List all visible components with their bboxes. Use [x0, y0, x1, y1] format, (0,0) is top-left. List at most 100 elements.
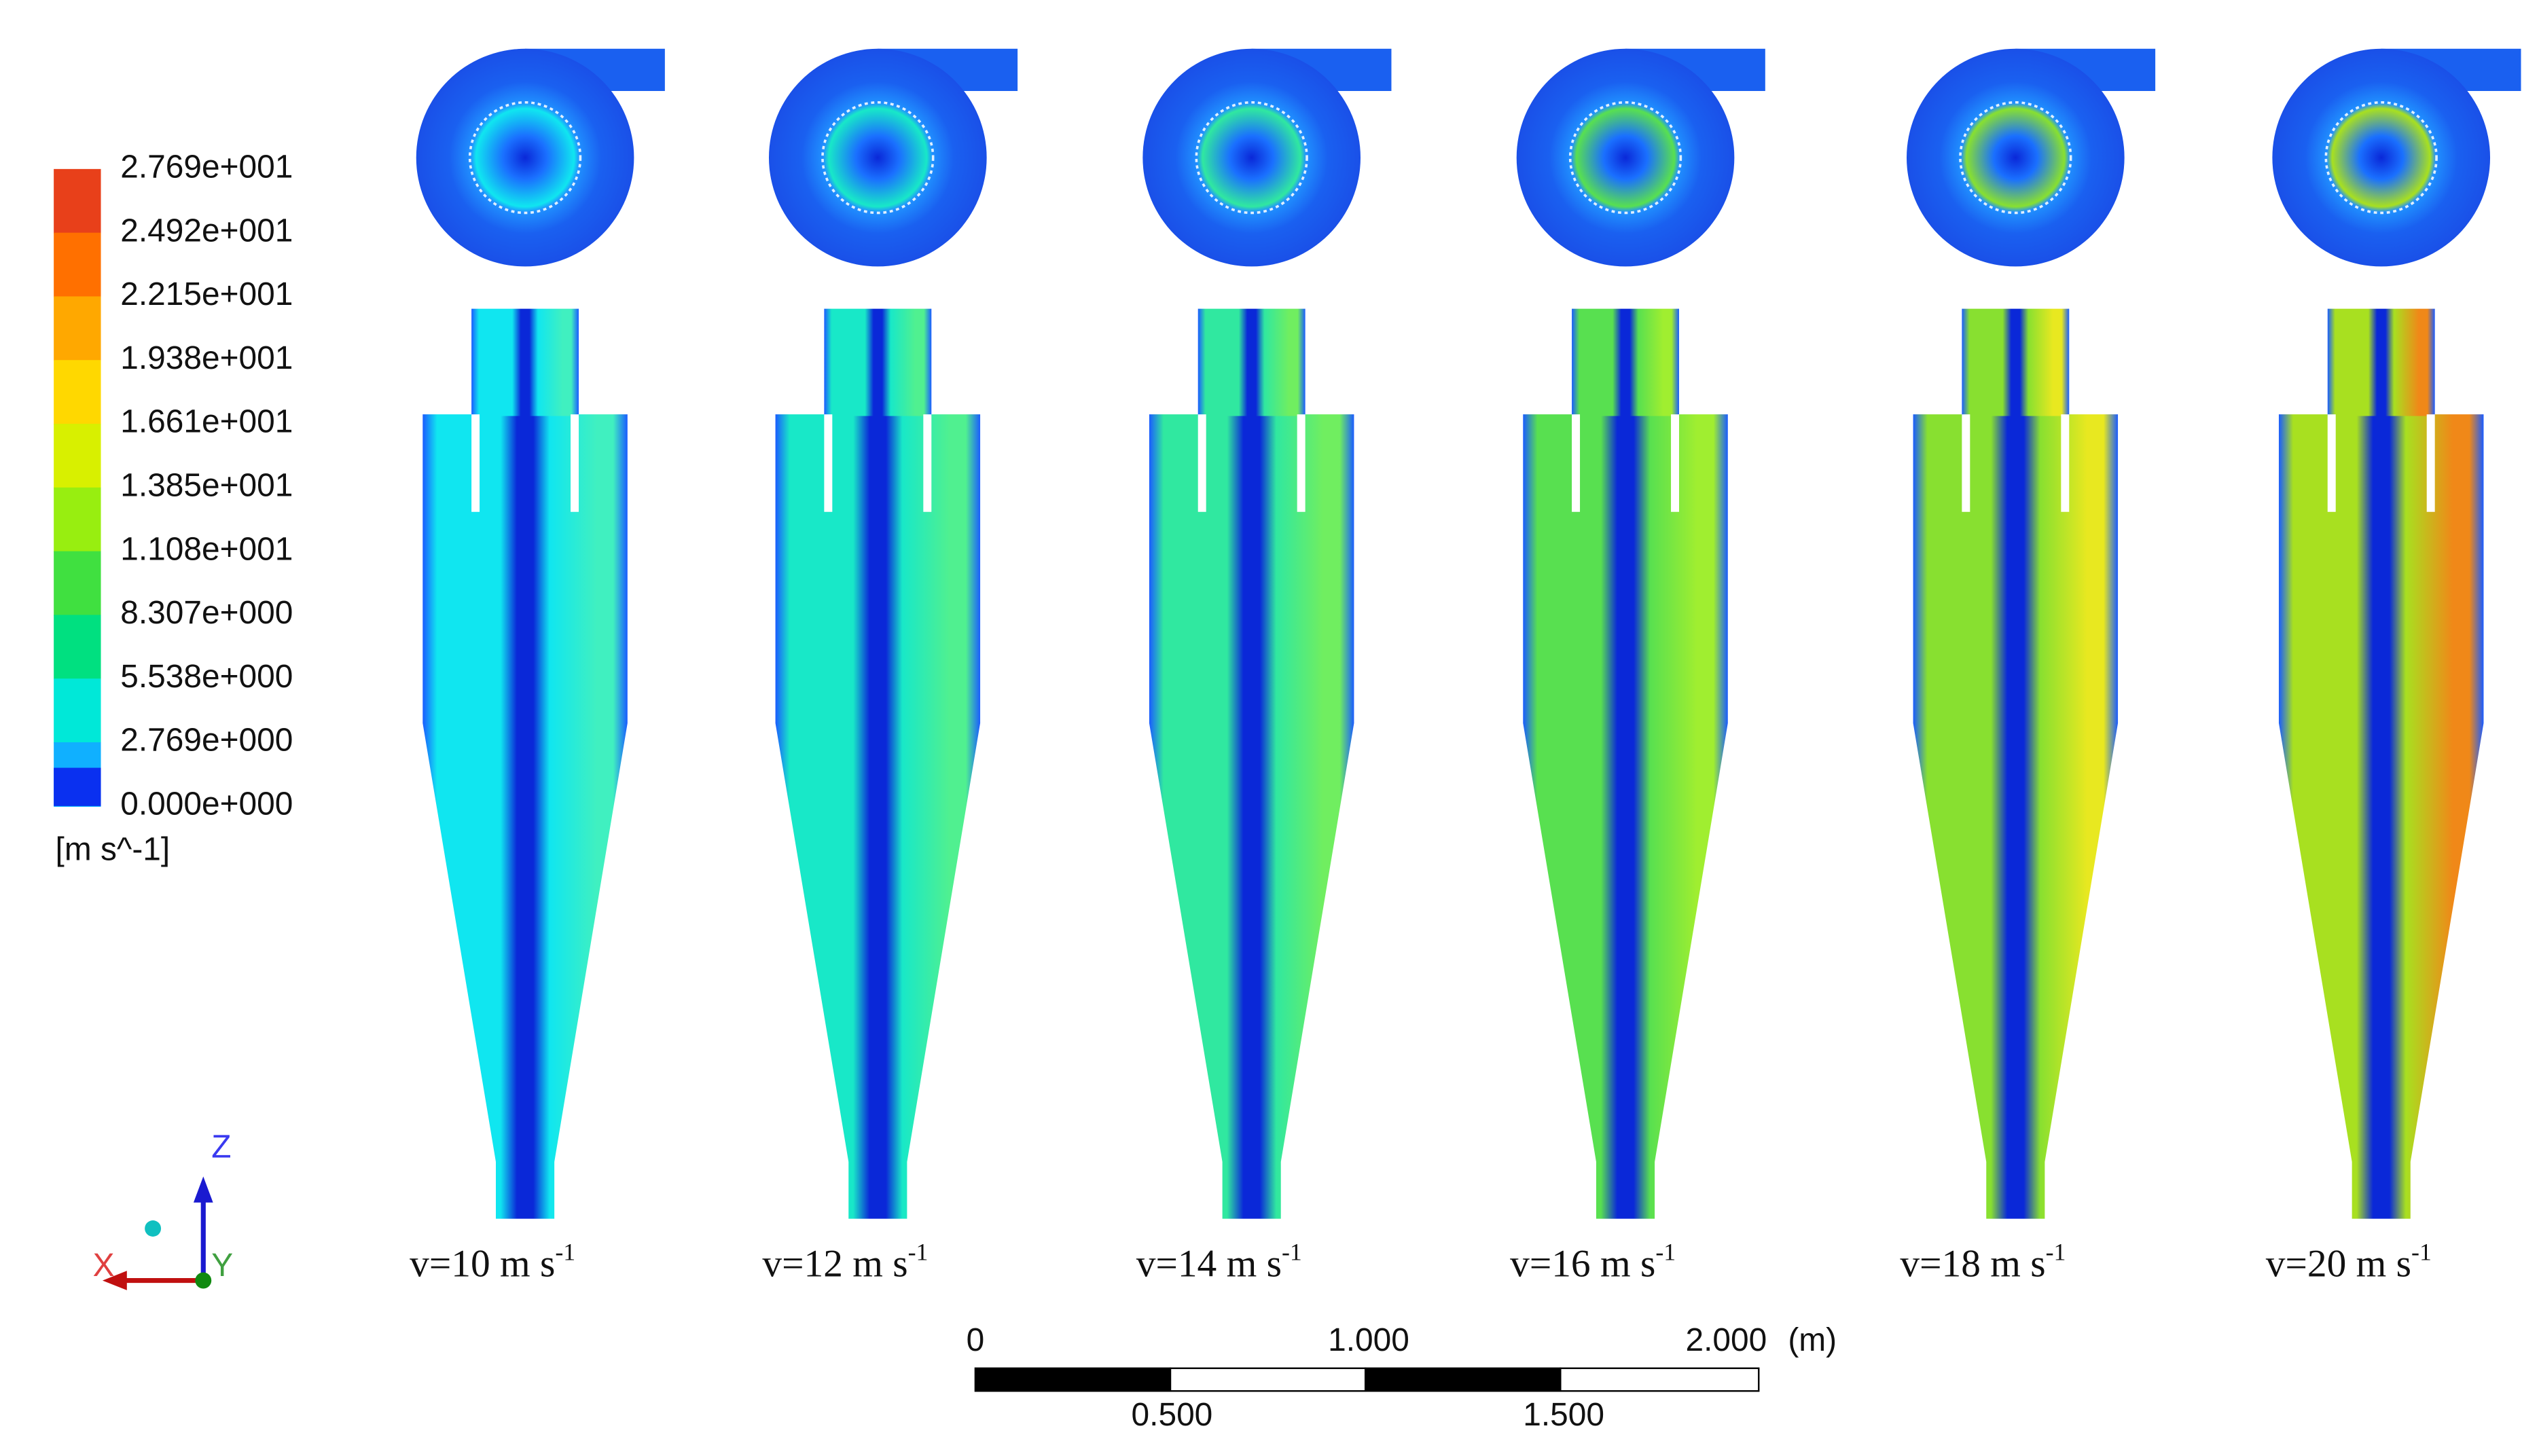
colorbar-band	[54, 232, 101, 297]
view-point	[145, 1220, 162, 1237]
case-label: v=12 m s-1	[762, 1239, 928, 1286]
vortex-finder-wall	[1959, 101, 2072, 215]
case-label-text: v=12 m s	[762, 1243, 907, 1286]
scale-label: 2.000	[1686, 1322, 1767, 1358]
outlet-tube	[471, 308, 579, 416]
case-label-sup: -1	[908, 1239, 929, 1266]
colorbar-label: 2.769e+001	[120, 149, 293, 185]
outlet-tube	[1198, 308, 1305, 416]
case-label-text: v=20 m s	[2266, 1243, 2411, 1286]
side-view	[775, 414, 981, 1219]
top-view	[1516, 48, 1735, 267]
colorbar-band	[54, 767, 101, 806]
vortex-finder-wall	[468, 101, 582, 215]
side-view	[422, 414, 628, 1219]
colorbar-label: 2.769e+000	[120, 723, 293, 759]
side-view	[1913, 414, 2119, 1219]
outlet-tube	[824, 308, 932, 416]
tube-wall	[2426, 414, 2435, 512]
scale-segment	[1560, 1367, 1760, 1392]
tube-wall	[571, 414, 579, 512]
tube-wall	[1572, 414, 1581, 512]
top-view	[416, 48, 634, 267]
side-view	[1149, 414, 1354, 1219]
scale-segment	[974, 1367, 1172, 1392]
colorbar-unit: [m s^-1]	[56, 831, 170, 867]
case-label: v=16 m s-1	[1510, 1239, 1676, 1286]
colorbar-label: 0.000e+000	[120, 786, 293, 822]
case-label: v=10 m s-1	[410, 1239, 575, 1286]
colorbar-label: 1.938e+001	[120, 340, 293, 376]
tube-wall	[471, 414, 480, 512]
colorbar-label: 5.538e+000	[120, 659, 293, 695]
cyclone: v=12 m s-1	[762, 48, 1018, 1286]
top-view	[769, 48, 987, 267]
case-label: v=20 m s-1	[2266, 1239, 2432, 1286]
case-label: v=18 m s-1	[1900, 1239, 2066, 1286]
tube-wall	[1962, 414, 1970, 512]
colorbar-band	[54, 487, 101, 552]
scale-label: 0.500	[1132, 1397, 1213, 1433]
tube-wall	[2327, 414, 2336, 512]
outlet-tube	[1572, 308, 1679, 416]
vortex-finder-wall	[821, 101, 935, 215]
tube-wall	[923, 414, 932, 512]
colorbar-label: 1.661e+001	[120, 404, 293, 440]
y-axis	[195, 1272, 212, 1289]
tube-wall	[1297, 414, 1305, 512]
scale-unit: (m)	[1788, 1322, 1837, 1358]
scale-segment	[1364, 1367, 1562, 1392]
tube-wall	[1198, 414, 1206, 512]
case-label-text: v=18 m s	[1900, 1243, 2045, 1286]
tube-wall	[824, 414, 833, 512]
scale-label: 1.500	[1523, 1397, 1604, 1433]
axis-triad: Z X Y	[93, 1129, 233, 1290]
tube-wall	[1671, 414, 1679, 512]
cyclone: v=16 m s-1	[1510, 48, 1765, 1286]
z-arrow	[193, 1176, 213, 1203]
colorbar-label: 2.215e+001	[120, 276, 293, 312]
scale-segment	[1169, 1367, 1367, 1392]
z-label: Z	[211, 1129, 231, 1165]
cyclone: v=10 m s-1	[410, 48, 665, 1286]
outlet-tube	[1962, 308, 2070, 416]
colorbar-band	[54, 678, 101, 744]
colorbar-label: 1.385e+001	[120, 467, 293, 503]
side-view	[1523, 414, 1728, 1219]
top-view	[1907, 48, 2125, 267]
case-label-text: v=10 m s	[410, 1243, 555, 1286]
case-label-text: v=14 m s	[1136, 1243, 1282, 1286]
colorbar-label: 8.307e+000	[120, 595, 293, 631]
cyclone: v=18 m s-1	[1900, 48, 2156, 1286]
vortex-finder-wall	[2324, 101, 2438, 215]
colorbar-label: 2.492e+001	[120, 213, 293, 249]
vortex-finder-wall	[1568, 101, 1682, 215]
case-label-sup: -1	[1655, 1239, 1676, 1266]
colorbar-band	[54, 296, 101, 361]
colorbar-band	[54, 615, 101, 680]
side-view	[2278, 414, 2484, 1219]
colorbar-band	[54, 424, 101, 489]
scale-bar: 0 1.000 2.000 (m) 0.500 1.500	[967, 1322, 1837, 1433]
tube-wall	[2061, 414, 2070, 512]
x-arrow	[102, 1271, 127, 1290]
outlet-tube	[2327, 308, 2435, 416]
case-label-text: v=16 m s	[1510, 1243, 1655, 1286]
top-view	[1142, 48, 1361, 267]
case-label-sup: -1	[555, 1239, 575, 1266]
scale-label: 0	[967, 1322, 985, 1358]
top-view	[2272, 48, 2491, 267]
vortex-finder-wall	[1195, 101, 1308, 215]
cyclone: v=14 m s-1	[1136, 48, 1392, 1286]
colorbar-band	[54, 168, 101, 234]
x-label: X	[93, 1248, 115, 1284]
case-label-sup: -1	[2411, 1239, 2432, 1266]
case-label: v=14 m s-1	[1136, 1239, 1302, 1286]
colorbar-band	[54, 551, 101, 616]
colorbar-band	[54, 360, 101, 425]
case-label-sup: -1	[1282, 1239, 1302, 1266]
colorbar-label: 1.108e+001	[120, 531, 293, 567]
scale-label: 1.000	[1328, 1322, 1409, 1358]
case-label-sup: -1	[2046, 1239, 2066, 1266]
